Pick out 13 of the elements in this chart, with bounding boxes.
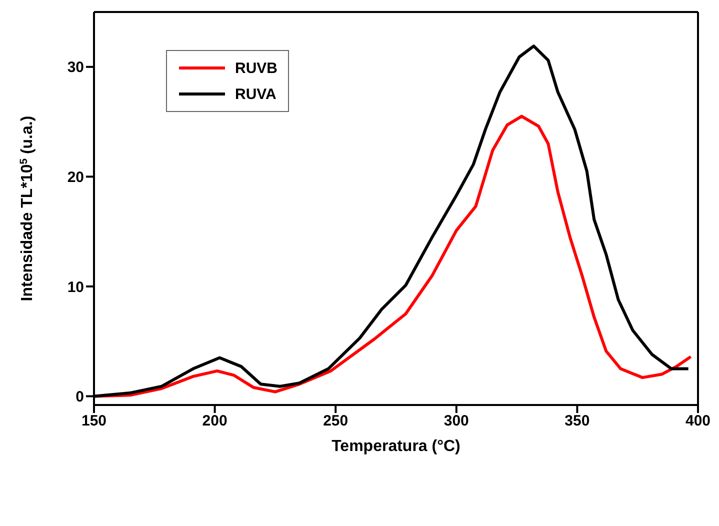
x-tick-label: 250 [323,412,348,430]
y-tick-label: 30 [67,59,84,76]
legend-label: RUVB [235,60,278,76]
x-tick-label: 400 [685,412,711,430]
x-tick-label: 150 [81,412,107,430]
y-tick-label: 20 [67,168,84,186]
x-tick-label: 350 [564,412,590,430]
y-tick-label: 0 [76,388,84,406]
x-tick-label: 200 [202,412,228,430]
x-axis-title: Temperatura (°C) [332,438,460,455]
x-tick-label: 300 [444,412,469,430]
y-tick-label: 10 [67,278,84,296]
legend-label: RUVA [235,86,276,102]
